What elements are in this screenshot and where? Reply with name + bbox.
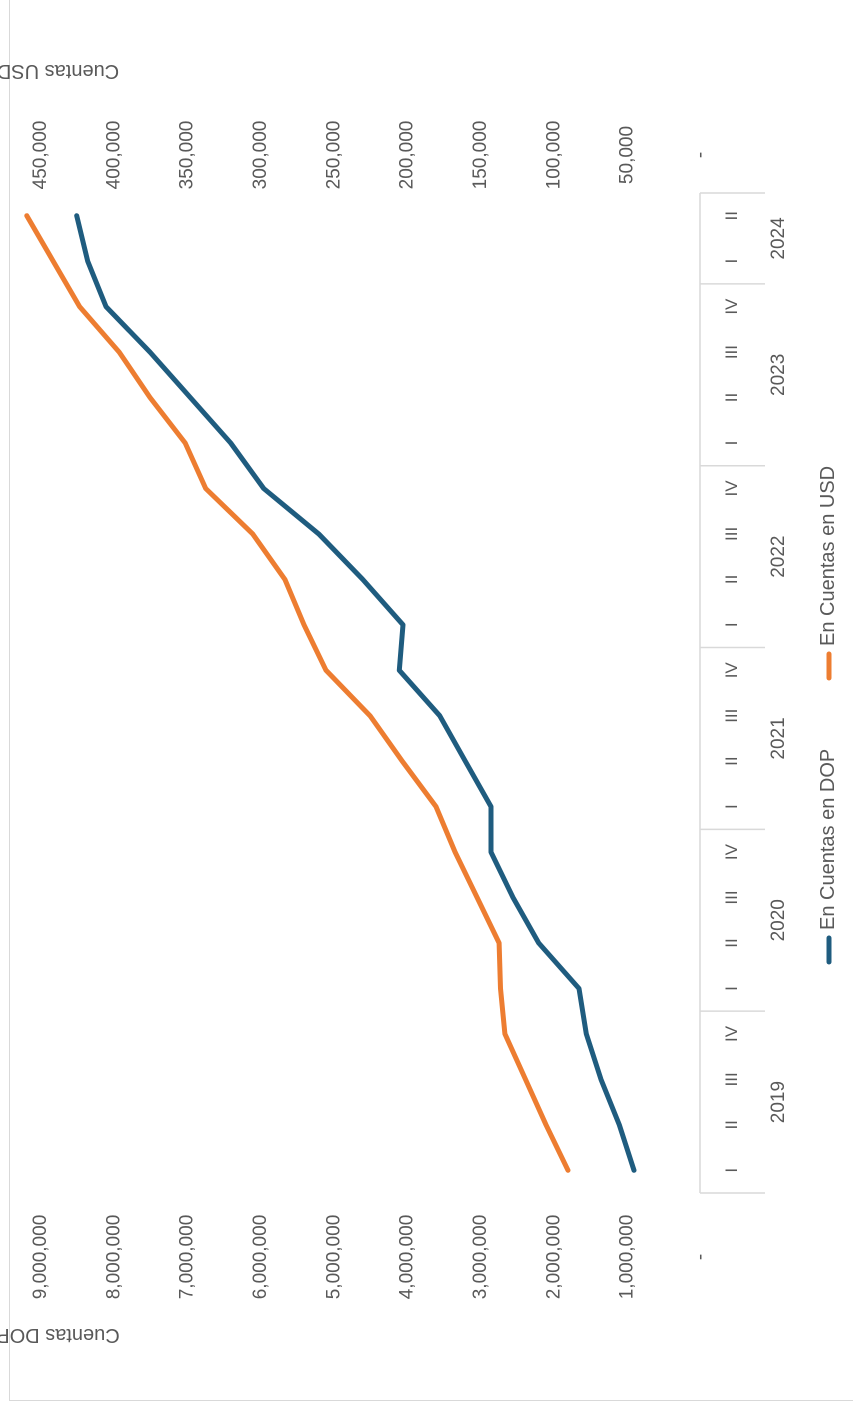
right-axis-tick-label: 300,000 [250, 121, 271, 190]
quarter-tick-label: II [722, 1120, 741, 1129]
legend-label-usd: En Cuentas en USD [817, 466, 839, 646]
quarter-tick-label: I [722, 1168, 741, 1173]
quarter-tick-label: IV [722, 843, 741, 860]
quarter-tick-label: I [722, 259, 741, 264]
year-label: 2019 [768, 1081, 789, 1123]
quarter-tick-label: III [722, 527, 741, 541]
right-axis-tick-label: 50,000 [617, 126, 638, 184]
left-axis-tick-label: - [690, 1254, 711, 1260]
quarter-tick-label: II [722, 393, 741, 402]
left-axis-tick-label: 7,000,000 [177, 1215, 198, 1300]
right-axis-tick-label: 400,000 [103, 121, 124, 190]
left-axis-tick-label: 5,000,000 [323, 1215, 344, 1300]
right-axis-tick-label: 100,000 [543, 121, 564, 190]
quarter-tick-label: III [722, 709, 741, 723]
year-label: 2023 [768, 354, 789, 396]
right-axis-title: Cuentas USD [0, 60, 119, 82]
series-line-dop [74, 213, 637, 1173]
right-axis-tick-label: 350,000 [177, 121, 198, 190]
left-axis-tick-label: 4,000,000 [397, 1215, 418, 1300]
right-axis-tick-label: 150,000 [470, 121, 491, 190]
left-axis-tick-label: 3,000,000 [470, 1215, 491, 1300]
year-label: 2021 [768, 717, 789, 759]
year-label: 2024 [768, 217, 789, 260]
left-axis-ticks: - 1,000,000 2,000,000 3,000,000 4,000,000 5,0… [30, 1215, 711, 1300]
left-axis-tick-label: 1,000,000 [617, 1215, 638, 1300]
right-axis-tick-label: 200,000 [397, 121, 418, 190]
left-axis-tick-label: 6,000,000 [250, 1215, 271, 1300]
quarter-tick-label: II [722, 938, 741, 947]
right-axis-tick-label: 250,000 [323, 121, 344, 190]
year-label: 2020 [768, 899, 789, 941]
quarter-tick-label: I [722, 804, 741, 809]
quarter-tick-label: IV [722, 1025, 741, 1042]
quarter-tick-label: IV [722, 480, 741, 497]
series-line-usd [24, 213, 571, 1173]
year-label: 2022 [768, 535, 789, 577]
quarter-tick-label: II [722, 756, 741, 765]
chart-border [9, 0, 853, 1401]
right-axis-ticks: - 50,000 100,000 150,000 200,000 250,000 300,0… [30, 121, 711, 190]
quarter-tick-label: I [722, 441, 741, 446]
quarter-tick-label: I [722, 986, 741, 991]
left-axis-tick-label: 2,000,000 [543, 1215, 564, 1300]
quarter-tick-label: III [722, 345, 741, 359]
quarter-tick-label: III [722, 1072, 741, 1086]
left-axis-tick-label: 8,000,000 [103, 1215, 124, 1300]
right-axis-tick-label: 450,000 [30, 121, 51, 190]
quarter-tick-label: IV [722, 298, 741, 315]
legend: En Cuentas en DOP En Cuentas en USD [817, 466, 839, 965]
quarter-tick-label: III [722, 890, 741, 904]
left-axis-title: Cuentas DOP [0, 1324, 120, 1346]
quarter-tick-label: IV [722, 662, 741, 679]
legend-label-dop: En Cuentas en DOP [817, 749, 839, 930]
left-axis-tick-label: 9,000,000 [30, 1215, 51, 1300]
quarter-tick-label: I [722, 622, 741, 627]
right-axis-tick-label: - [690, 152, 711, 158]
quarter-tick-label: II [722, 575, 741, 584]
quarter-tick-label: II [722, 211, 741, 220]
series-lines [24, 213, 637, 1173]
category-axis: IIIIIIIVIIIIIIIVIIIIIIIVIIIIIIIVIIIIIIIV… [699, 192, 789, 1194]
